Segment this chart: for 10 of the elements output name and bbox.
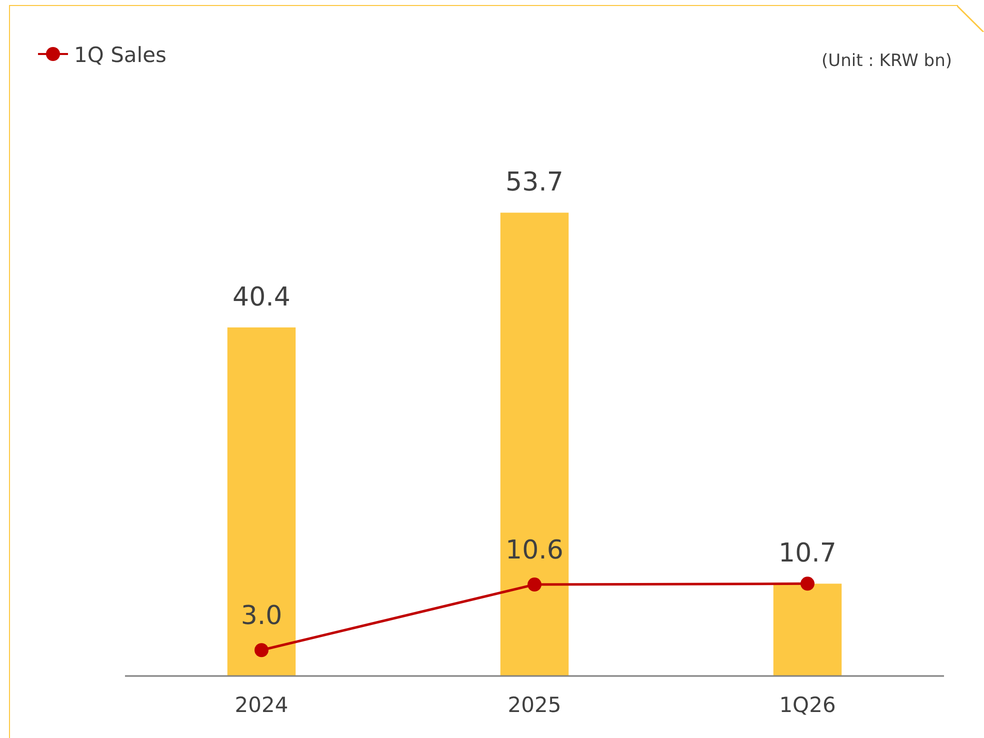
x-tick-label: 1Q26 xyxy=(779,693,836,717)
data-label: 3.0 xyxy=(240,601,282,632)
data-label: 53.7 xyxy=(506,168,564,198)
legend-label: 1Q Sales xyxy=(74,43,166,67)
x-tick-label: 2025 xyxy=(508,693,562,717)
data-label: 10.7 xyxy=(778,538,836,569)
text: (Unit : KRW bn) xyxy=(822,51,952,71)
data-label: 10.6 xyxy=(506,536,564,566)
data-label: 40.4 xyxy=(232,282,290,312)
x-tick-label: 2024 xyxy=(234,693,288,717)
